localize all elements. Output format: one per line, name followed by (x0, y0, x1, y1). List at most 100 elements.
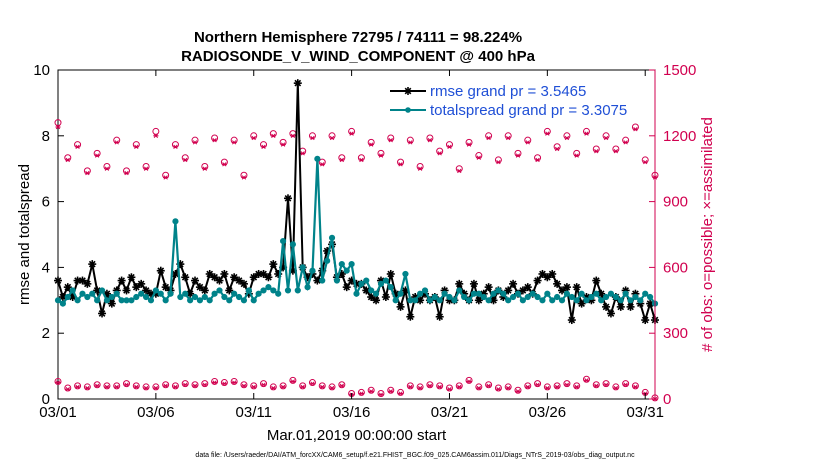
totalspread-point (162, 297, 169, 304)
obs-assimilated-marker (349, 131, 355, 136)
totalspread-point (128, 297, 135, 304)
obs-assimilated-stroke (408, 384, 413, 390)
marker-stroke (602, 303, 610, 311)
obs-assimilated-marker (329, 385, 335, 391)
chart-title-line-2: RADIOSONDE_V_WIND_COMPONENT @ 400 hPa (181, 48, 536, 65)
obs-assimilated-marker (290, 379, 296, 384)
obs-possible-marker (103, 163, 111, 171)
marker-stroke (646, 300, 654, 307)
obs-possible-marker (553, 143, 561, 151)
totalspread-point (549, 297, 556, 304)
obs-possible-marker (338, 381, 346, 389)
obs-assimilated-marker (84, 170, 90, 176)
obs-assimilated-stroke (515, 389, 521, 394)
x-tick-label: 03/26 (529, 404, 567, 421)
obs-assimilated-stroke (163, 383, 168, 389)
obs-possible-marker (387, 386, 395, 394)
obs-assimilated-stroke (310, 135, 315, 141)
totalspread-point (485, 297, 492, 304)
obs-assimilated-stroke (466, 142, 472, 147)
totalspread-point (456, 287, 463, 294)
obs-assimilated-marker (270, 133, 276, 138)
obs-assimilated-stroke (457, 384, 462, 390)
obs-assimilated-marker (329, 135, 335, 141)
obs-assimilated-marker (466, 379, 472, 384)
rmse-point (249, 273, 258, 282)
x-tick-label: 03/16 (333, 404, 371, 421)
obs-assimilated-marker (358, 157, 364, 163)
totalspread-point (133, 293, 140, 301)
totalspread-point (431, 293, 438, 301)
totalspread-point (417, 290, 424, 297)
marker-stroke (142, 287, 150, 294)
rmse-point (469, 279, 478, 288)
marker-stroke (372, 296, 380, 304)
marker-stroke (162, 283, 170, 291)
obs-possible-marker (54, 377, 62, 385)
rmse-point (455, 279, 464, 288)
obs-assimilated-stroke (506, 135, 511, 141)
obs-possible-marker (142, 163, 150, 171)
obs-assimilated-marker (593, 148, 599, 154)
obs-possible-marker (524, 136, 532, 144)
obs-assimilated-stroke (339, 383, 344, 389)
y-axis-label-left: rmse and totalspread (16, 164, 33, 305)
obs-assimilated-stroke (369, 389, 374, 394)
marker-stroke (93, 287, 101, 294)
totalspread-point (182, 290, 189, 297)
totalspread-point (94, 297, 101, 304)
totalspread-point (59, 300, 66, 307)
totalspread-point (495, 287, 502, 294)
obs-assimilated-marker (583, 378, 590, 383)
obs-assimilated-stroke (65, 386, 70, 392)
obs-assimilated-stroke (554, 146, 560, 152)
legend-box (385, 76, 653, 120)
obs-possible-marker (426, 134, 434, 142)
obs-possible-marker (563, 132, 571, 140)
obs-possible-marker (475, 383, 483, 391)
obs-assimilated-marker (368, 142, 374, 147)
totalspread-point (240, 297, 248, 304)
marker-stroke (519, 287, 527, 294)
marker-stroke (313, 277, 321, 284)
obs-assimilated-marker (378, 153, 384, 158)
obs-assimilated-stroke (192, 383, 198, 389)
obs-possible-marker (93, 149, 101, 157)
obs-possible-marker (93, 381, 101, 389)
rmse-point (63, 283, 72, 292)
obs-assimilated-marker (554, 146, 560, 152)
marker-stroke (627, 303, 634, 311)
obs-assimilated-marker (446, 144, 453, 149)
obs-assimilated-marker (505, 385, 511, 391)
obs-assimilated-marker (613, 385, 619, 391)
totalspread-point (299, 264, 306, 271)
marker-stroke (563, 283, 571, 291)
y-right-tick-label: 600 (663, 259, 688, 276)
obs-assimilated-marker (84, 385, 90, 391)
obs-possible-marker (260, 380, 268, 388)
totalspread-point (382, 277, 389, 284)
data-file-footer: data file: /Users/raeder/DAI/ATM_forcXX/… (195, 452, 635, 459)
obs-assimilated-stroke (183, 382, 188, 387)
obs-assimilated-stroke (594, 383, 599, 389)
obs-possible-marker (563, 380, 571, 388)
marker-stroke (455, 280, 463, 288)
totalspread-point (231, 290, 238, 297)
obs-assimilated-marker (260, 144, 267, 149)
obs-assimilated-marker (182, 382, 188, 387)
obs-possible-marker (181, 154, 189, 162)
y-right-tick-label: 1500 (663, 62, 696, 79)
totalspread-point (647, 293, 654, 301)
marker-stroke (240, 280, 248, 288)
obs-assimilated-marker (114, 384, 120, 390)
rmse-point (562, 283, 571, 292)
marker-stroke (558, 287, 566, 294)
totalspread-point (461, 293, 468, 301)
totalspread-point (632, 293, 639, 301)
obs-assimilated-stroke (613, 385, 619, 391)
obs-possible-marker (406, 382, 414, 390)
rmse-point (606, 309, 615, 318)
obs-assimilated-marker (407, 140, 413, 145)
obs-assimilated-marker (143, 385, 149, 391)
obs-assimilated-stroke (633, 127, 638, 132)
